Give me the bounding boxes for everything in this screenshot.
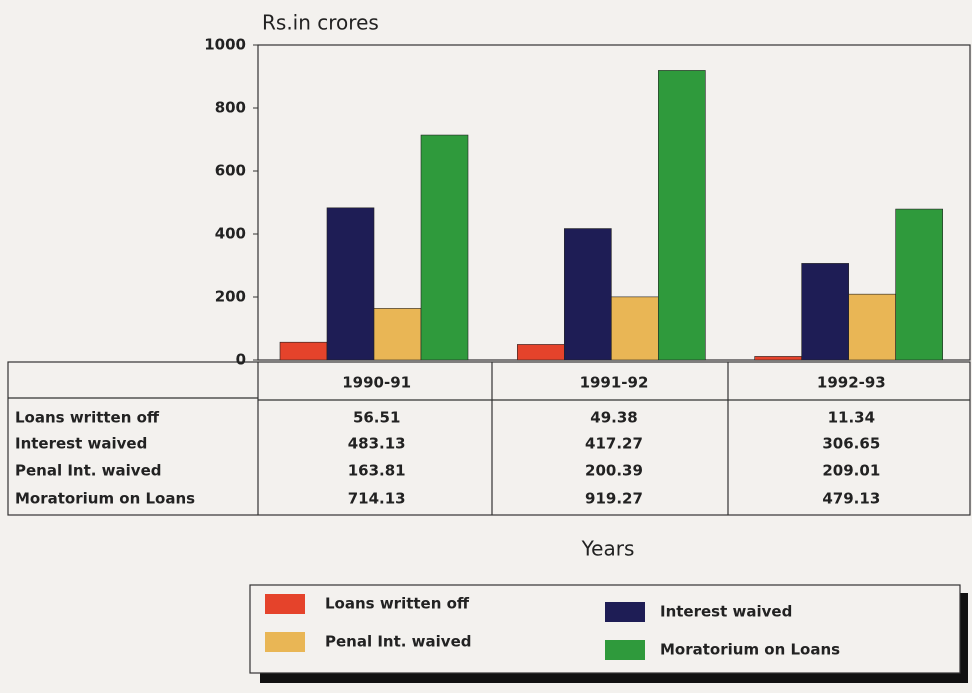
y-tick-label: 600: [215, 162, 246, 180]
table-value: 479.13: [822, 490, 880, 508]
table-row-label: Interest waived: [15, 435, 147, 453]
bar: [564, 228, 612, 361]
bar: [658, 70, 706, 361]
y-tick-label: 0: [236, 351, 246, 369]
table-value: 306.65: [822, 435, 880, 453]
legend-label: Interest waived: [660, 603, 792, 621]
table-value: 200.39: [585, 462, 643, 480]
x-axis-label: Years: [581, 537, 635, 561]
table-value: 11.34: [828, 409, 875, 427]
y-tick-label: 1000: [204, 36, 246, 54]
table-row-label: Moratorium on Loans: [15, 490, 195, 508]
table-value: 163.81: [348, 462, 406, 480]
legend-swatch: [605, 602, 645, 622]
legend-swatch: [265, 632, 305, 652]
bar: [848, 293, 896, 361]
legend-label: Penal Int. waived: [325, 633, 472, 651]
x-tick-label: 1992-93: [817, 374, 886, 392]
table-value: 919.27: [585, 490, 643, 508]
bar: [326, 207, 375, 361]
bar: [895, 208, 943, 361]
y-axis-label: Rs.in crores: [262, 11, 379, 35]
bar: [611, 296, 659, 361]
y-tick-label: 800: [215, 99, 246, 117]
table-value: 483.13: [348, 435, 406, 453]
data-table: [7, 361, 971, 516]
bar: [373, 308, 422, 361]
legend-label: Moratorium on Loans: [660, 641, 840, 659]
table-value: 417.27: [585, 435, 643, 453]
legend-label: Loans written off: [325, 595, 470, 613]
legend-swatch: [265, 594, 305, 614]
x-tick-label: 1990-91: [342, 374, 411, 392]
y-tick-label: 200: [215, 288, 246, 306]
table-value: 49.38: [590, 409, 637, 427]
table-value: 209.01: [822, 462, 880, 480]
legend-swatch: [605, 640, 645, 660]
bar: [754, 356, 802, 361]
bar: [420, 134, 469, 361]
bar: [279, 341, 328, 361]
bar: [801, 263, 849, 361]
table-row-label: Loans written off: [15, 409, 160, 427]
x-tick-label: 1991-92: [580, 374, 649, 392]
table-row-label: Penal Int. waived: [15, 462, 162, 480]
table-value: 56.51: [353, 409, 400, 427]
table-value: 714.13: [348, 490, 406, 508]
bar: [517, 344, 565, 361]
y-tick-label: 400: [215, 225, 246, 243]
